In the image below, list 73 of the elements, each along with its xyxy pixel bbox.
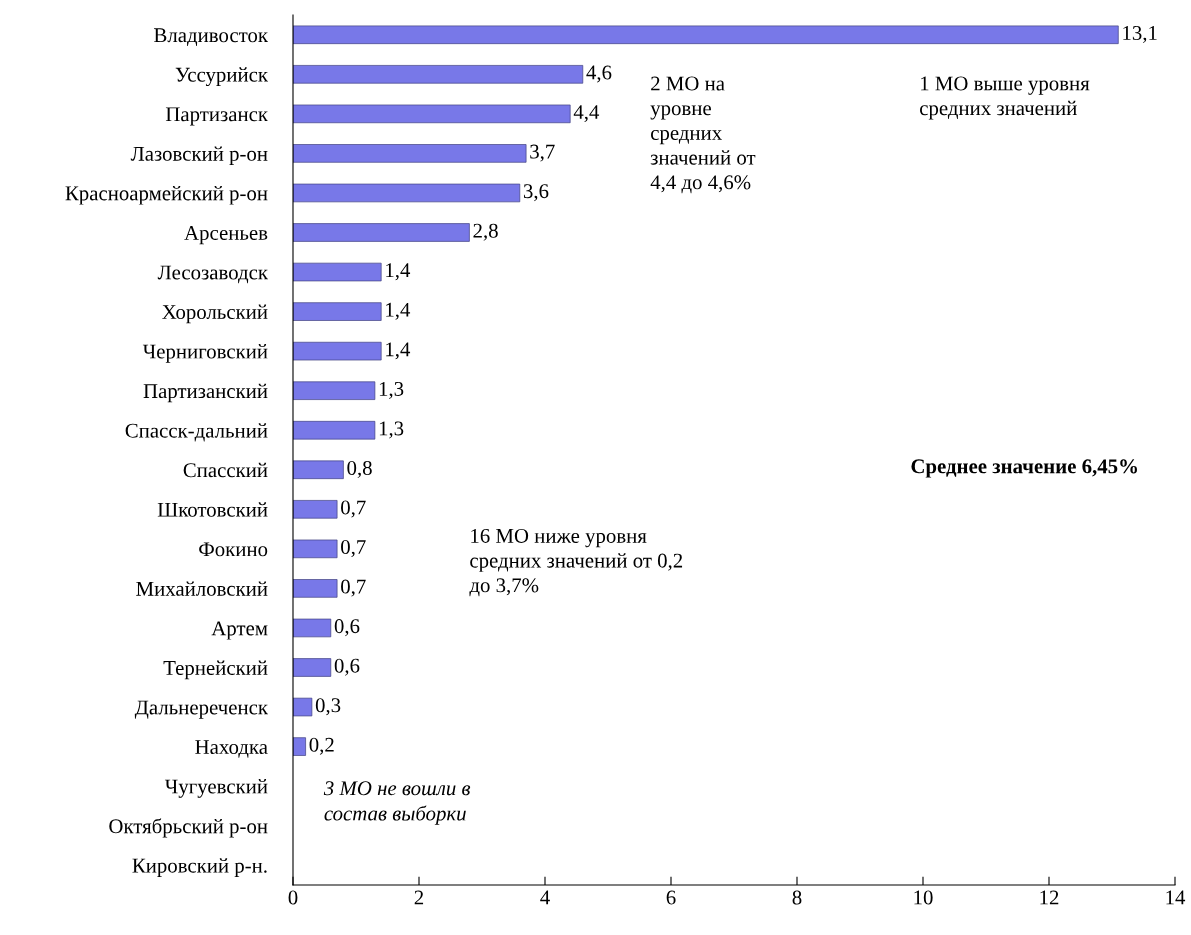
y-tick-label: Хорольский xyxy=(162,304,268,324)
y-tick-label: Владивосток xyxy=(154,28,269,47)
x-tick-label: 10 xyxy=(914,890,933,905)
bar xyxy=(293,420,376,440)
y-tick-label: Дальнереченск xyxy=(134,700,269,719)
data-label: 1,3 xyxy=(379,421,404,439)
bar xyxy=(293,460,344,480)
data-label: 13,1 xyxy=(1123,25,1157,43)
y-tick-label: Михайловский xyxy=(136,581,268,596)
bar xyxy=(293,737,306,756)
y-tick-label: Октябрьский р-он xyxy=(109,818,268,838)
y-tick-label: Арсеньев xyxy=(184,225,268,245)
bar xyxy=(293,341,382,361)
x-tick-label: 8 xyxy=(792,890,802,905)
y-tick-label: Артем xyxy=(211,621,268,640)
data-label: 0,7 xyxy=(341,540,366,558)
data-label: 2,8 xyxy=(473,223,498,241)
annotation: 1 МО выше уровня средних значений xyxy=(920,76,1090,120)
y-tick-label: Партизанск xyxy=(165,107,269,126)
data-label: 4,4 xyxy=(573,105,600,123)
y-tick-label: Тернейский xyxy=(163,660,268,680)
data-label: 1,4 xyxy=(386,302,411,320)
data-label: 1,4 xyxy=(386,263,411,281)
y-tick-label: Находка xyxy=(195,740,268,758)
data-label: 0,7 xyxy=(341,579,366,597)
data-label: 0,6 xyxy=(334,658,360,676)
bar xyxy=(293,262,382,282)
y-tick-label: Фокино xyxy=(199,542,268,557)
y-tick-label: Спасский xyxy=(183,462,268,478)
y-tick-label: Уссурийск xyxy=(175,67,269,87)
y-tick-label: Черниговский xyxy=(142,344,268,363)
bar xyxy=(293,223,470,242)
bar xyxy=(293,65,584,84)
y-tick-label: Спасск-дальний xyxy=(125,423,268,442)
y-tick-label: Партизанский xyxy=(143,383,268,403)
data-label: 3,7 xyxy=(530,144,555,162)
data-label: 0,6 xyxy=(334,619,360,637)
y-tick-label: Лазовский р-он xyxy=(130,146,268,166)
data-label: 1,4 xyxy=(386,342,411,360)
y-tick-label: Красноармейский р-он xyxy=(65,185,268,205)
annotation: 16 МО ниже уровня средних значений от 0,2 до 3,7% xyxy=(469,528,683,597)
annotation: 2 МО на уровне средних значений от 4,4 до 4,6% xyxy=(650,76,756,194)
x-tick-label: 0 xyxy=(288,890,298,905)
data-label: 3,6 xyxy=(523,184,549,202)
y-tick-label: Чугуевский xyxy=(164,779,268,798)
bar xyxy=(293,183,521,203)
y-tick-label: Кировский р-н. xyxy=(132,858,267,877)
bar xyxy=(293,539,338,559)
data-label: 0,7 xyxy=(341,500,366,518)
y-tick-label: Лесозаводск xyxy=(157,265,269,284)
x-tick-label: 2 xyxy=(414,890,424,905)
x-tick-label: 4 xyxy=(540,890,550,905)
x-tick-label: 12 xyxy=(1040,890,1059,905)
bar xyxy=(293,579,338,598)
data-label: 0,2 xyxy=(309,737,334,755)
bar xyxy=(293,302,382,321)
bar xyxy=(293,697,313,717)
x-tick-label: 6 xyxy=(666,890,676,905)
bar xyxy=(293,104,571,124)
bar xyxy=(293,381,376,400)
data-label: 0,3 xyxy=(315,698,341,716)
y-tick-label: Шкотовский xyxy=(157,502,268,517)
bar xyxy=(293,25,1119,45)
bar xyxy=(293,500,338,519)
annotation: Среднее значение 6,45% xyxy=(911,459,1137,478)
annotation: 3 МО не вошли в состав выборки xyxy=(323,781,471,825)
bar xyxy=(293,618,332,638)
bar xyxy=(293,144,527,163)
data-label: 1,3 xyxy=(379,381,404,399)
bar xyxy=(293,658,332,677)
data-label: 0,8 xyxy=(347,460,372,478)
data-label: 4,6 xyxy=(586,65,612,83)
x-tick-label: 14 xyxy=(1166,890,1186,905)
